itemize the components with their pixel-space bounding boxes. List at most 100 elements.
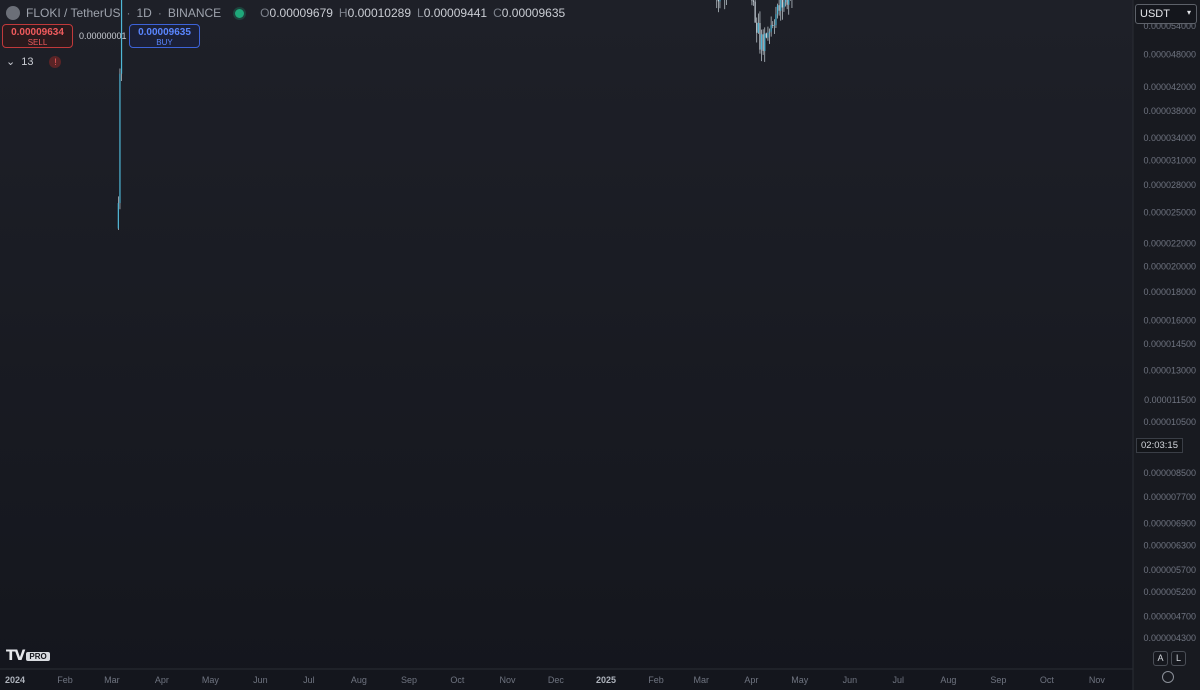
candle-body <box>770 25 772 32</box>
time-tick-label: Mar <box>104 675 120 685</box>
interval-label[interactable]: 1D <box>136 6 152 20</box>
pro-badge: PRO <box>26 651 50 661</box>
price-tick-label: 0.000034000 <box>1143 133 1196 143</box>
high-value: 0.00010289 <box>347 6 411 20</box>
high-label: H <box>338 6 348 20</box>
open-value: 0.00009679 <box>269 6 333 20</box>
sell-button[interactable]: 0.00009634 SELL <box>2 24 73 48</box>
candle-body <box>119 73 121 204</box>
time-tick-label: Apr <box>744 675 758 685</box>
symbol-name[interactable]: FLOKI / TetherUS <box>26 6 121 20</box>
candle-body <box>773 25 775 26</box>
price-tick-label: 0.000014500 <box>1143 339 1196 349</box>
symbol-logo-icon <box>6 6 20 20</box>
tradingview-mark: TV <box>6 648 25 664</box>
candle-body <box>776 5 779 15</box>
price-tick-label: 0.000025000 <box>1143 207 1196 217</box>
candle-body <box>762 34 764 52</box>
candle-body <box>756 22 758 33</box>
header-separator-2: · <box>157 6 162 20</box>
time-tick-label: May <box>202 675 220 685</box>
price-tick-label: 0.000022000 <box>1143 238 1196 248</box>
price-tick-label: 0.000018000 <box>1143 287 1196 297</box>
warning-icon[interactable]: ! <box>49 55 62 68</box>
buy-button[interactable]: 0.00009635 BUY <box>129 24 200 48</box>
time-tick-label: Jun <box>253 675 268 685</box>
time-tick-label: Oct <box>450 675 465 685</box>
candle-body <box>775 14 777 26</box>
currency-value: USDT <box>1140 8 1170 20</box>
candle-body <box>781 0 783 8</box>
time-tick-label: Aug <box>940 675 956 685</box>
time-tick-label: 2024 <box>5 675 25 685</box>
currency-select[interactable]: USDT ▾ <box>1135 4 1197 24</box>
caret-down-icon: ▾ <box>1186 8 1191 17</box>
header-separator: · <box>126 6 131 20</box>
spread-value: 0.00000001 <box>79 31 127 41</box>
price-tick-label: 0.000031000 <box>1143 155 1196 165</box>
candle-body <box>786 0 788 5</box>
exchange-label: BINANCE <box>167 6 222 20</box>
indicators-toggle[interactable]: ⌄ 13 ! <box>6 55 62 68</box>
time-tick-label: Nov <box>499 675 516 685</box>
chevron-down-icon[interactable]: ⌄ <box>6 56 16 68</box>
price-tick-label: 0.000038000 <box>1143 106 1196 116</box>
settings-gear-icon[interactable] <box>1162 671 1174 683</box>
log-scale-button[interactable]: L <box>1171 651 1186 666</box>
price-tick-label: 0.000006300 <box>1143 541 1196 551</box>
price-tick-label: 0.000042000 <box>1143 82 1196 92</box>
sell-label: SELL <box>27 38 48 47</box>
buy-label: BUY <box>156 38 173 47</box>
time-tick-label: Jul <box>893 675 905 685</box>
time-tick-label: Dec <box>548 675 565 685</box>
candle-body <box>765 33 767 38</box>
time-tick-label: Sep <box>401 675 417 685</box>
auto-scale-button[interactable]: A <box>1153 651 1168 666</box>
price-tick-label: 0.000028000 <box>1143 180 1196 190</box>
candle-body <box>751 0 753 1</box>
price-tick-label: 0.000005200 <box>1143 587 1196 597</box>
time-tick-label: May <box>791 675 809 685</box>
candle-body <box>752 0 755 2</box>
candle-body <box>768 31 771 33</box>
candle-body <box>788 0 790 5</box>
price-tick-label: 0.000020000 <box>1143 261 1196 271</box>
open-label: O <box>260 6 270 20</box>
price-tick-label: 0.000054000 <box>1143 21 1196 31</box>
time-tick-label: Mar <box>694 675 710 685</box>
tradingview-logo[interactable]: TV PRO <box>6 648 50 664</box>
time-tick-label: Aug <box>351 675 367 685</box>
price-axis-panel <box>1133 0 1200 690</box>
trade-panel: 0.00009634 SELL 0.00000001 0.00009635 BU… <box>2 24 200 48</box>
candle-body <box>759 23 761 50</box>
candle-body <box>719 0 721 2</box>
candle-body <box>767 32 769 38</box>
price-tick-label: 0.000010500 <box>1143 417 1196 427</box>
candle-body <box>754 1 756 23</box>
time-tick-label: Nov <box>1089 675 1106 685</box>
candle-body <box>778 5 780 11</box>
indicator-count: 13 <box>21 55 34 68</box>
bar-close-countdown: 02:03:15 <box>1136 438 1183 453</box>
price-tick-label: 0.000005700 <box>1143 565 1196 575</box>
time-tick-label: Feb <box>57 675 73 685</box>
candle-body <box>717 0 719 2</box>
candle-body <box>784 0 787 3</box>
time-tick-label: Jul <box>303 675 315 685</box>
candle-body <box>120 0 123 74</box>
candle-body <box>780 0 782 11</box>
market-open-status-icon <box>235 8 245 18</box>
price-tick-label: 0.000011500 <box>1144 395 1196 405</box>
sell-price: 0.00009634 <box>11 27 64 38</box>
time-tick-label: Feb <box>648 675 664 685</box>
price-tick-label: 0.000008500 <box>1143 468 1196 478</box>
price-tick-label: 0.000007700 <box>1143 492 1196 502</box>
price-tick-label: 0.000004700 <box>1143 611 1196 621</box>
candle-body <box>117 203 119 229</box>
price-tick-label: 0.000048000 <box>1143 50 1196 60</box>
price-tick-label: 0.000016000 <box>1143 315 1196 325</box>
symbol-header[interactable]: FLOKI / TetherUS · 1D · BINANCE O0.00009… <box>6 6 565 20</box>
time-tick-label: Sep <box>990 675 1006 685</box>
close-value: 0.00009635 <box>501 6 566 20</box>
